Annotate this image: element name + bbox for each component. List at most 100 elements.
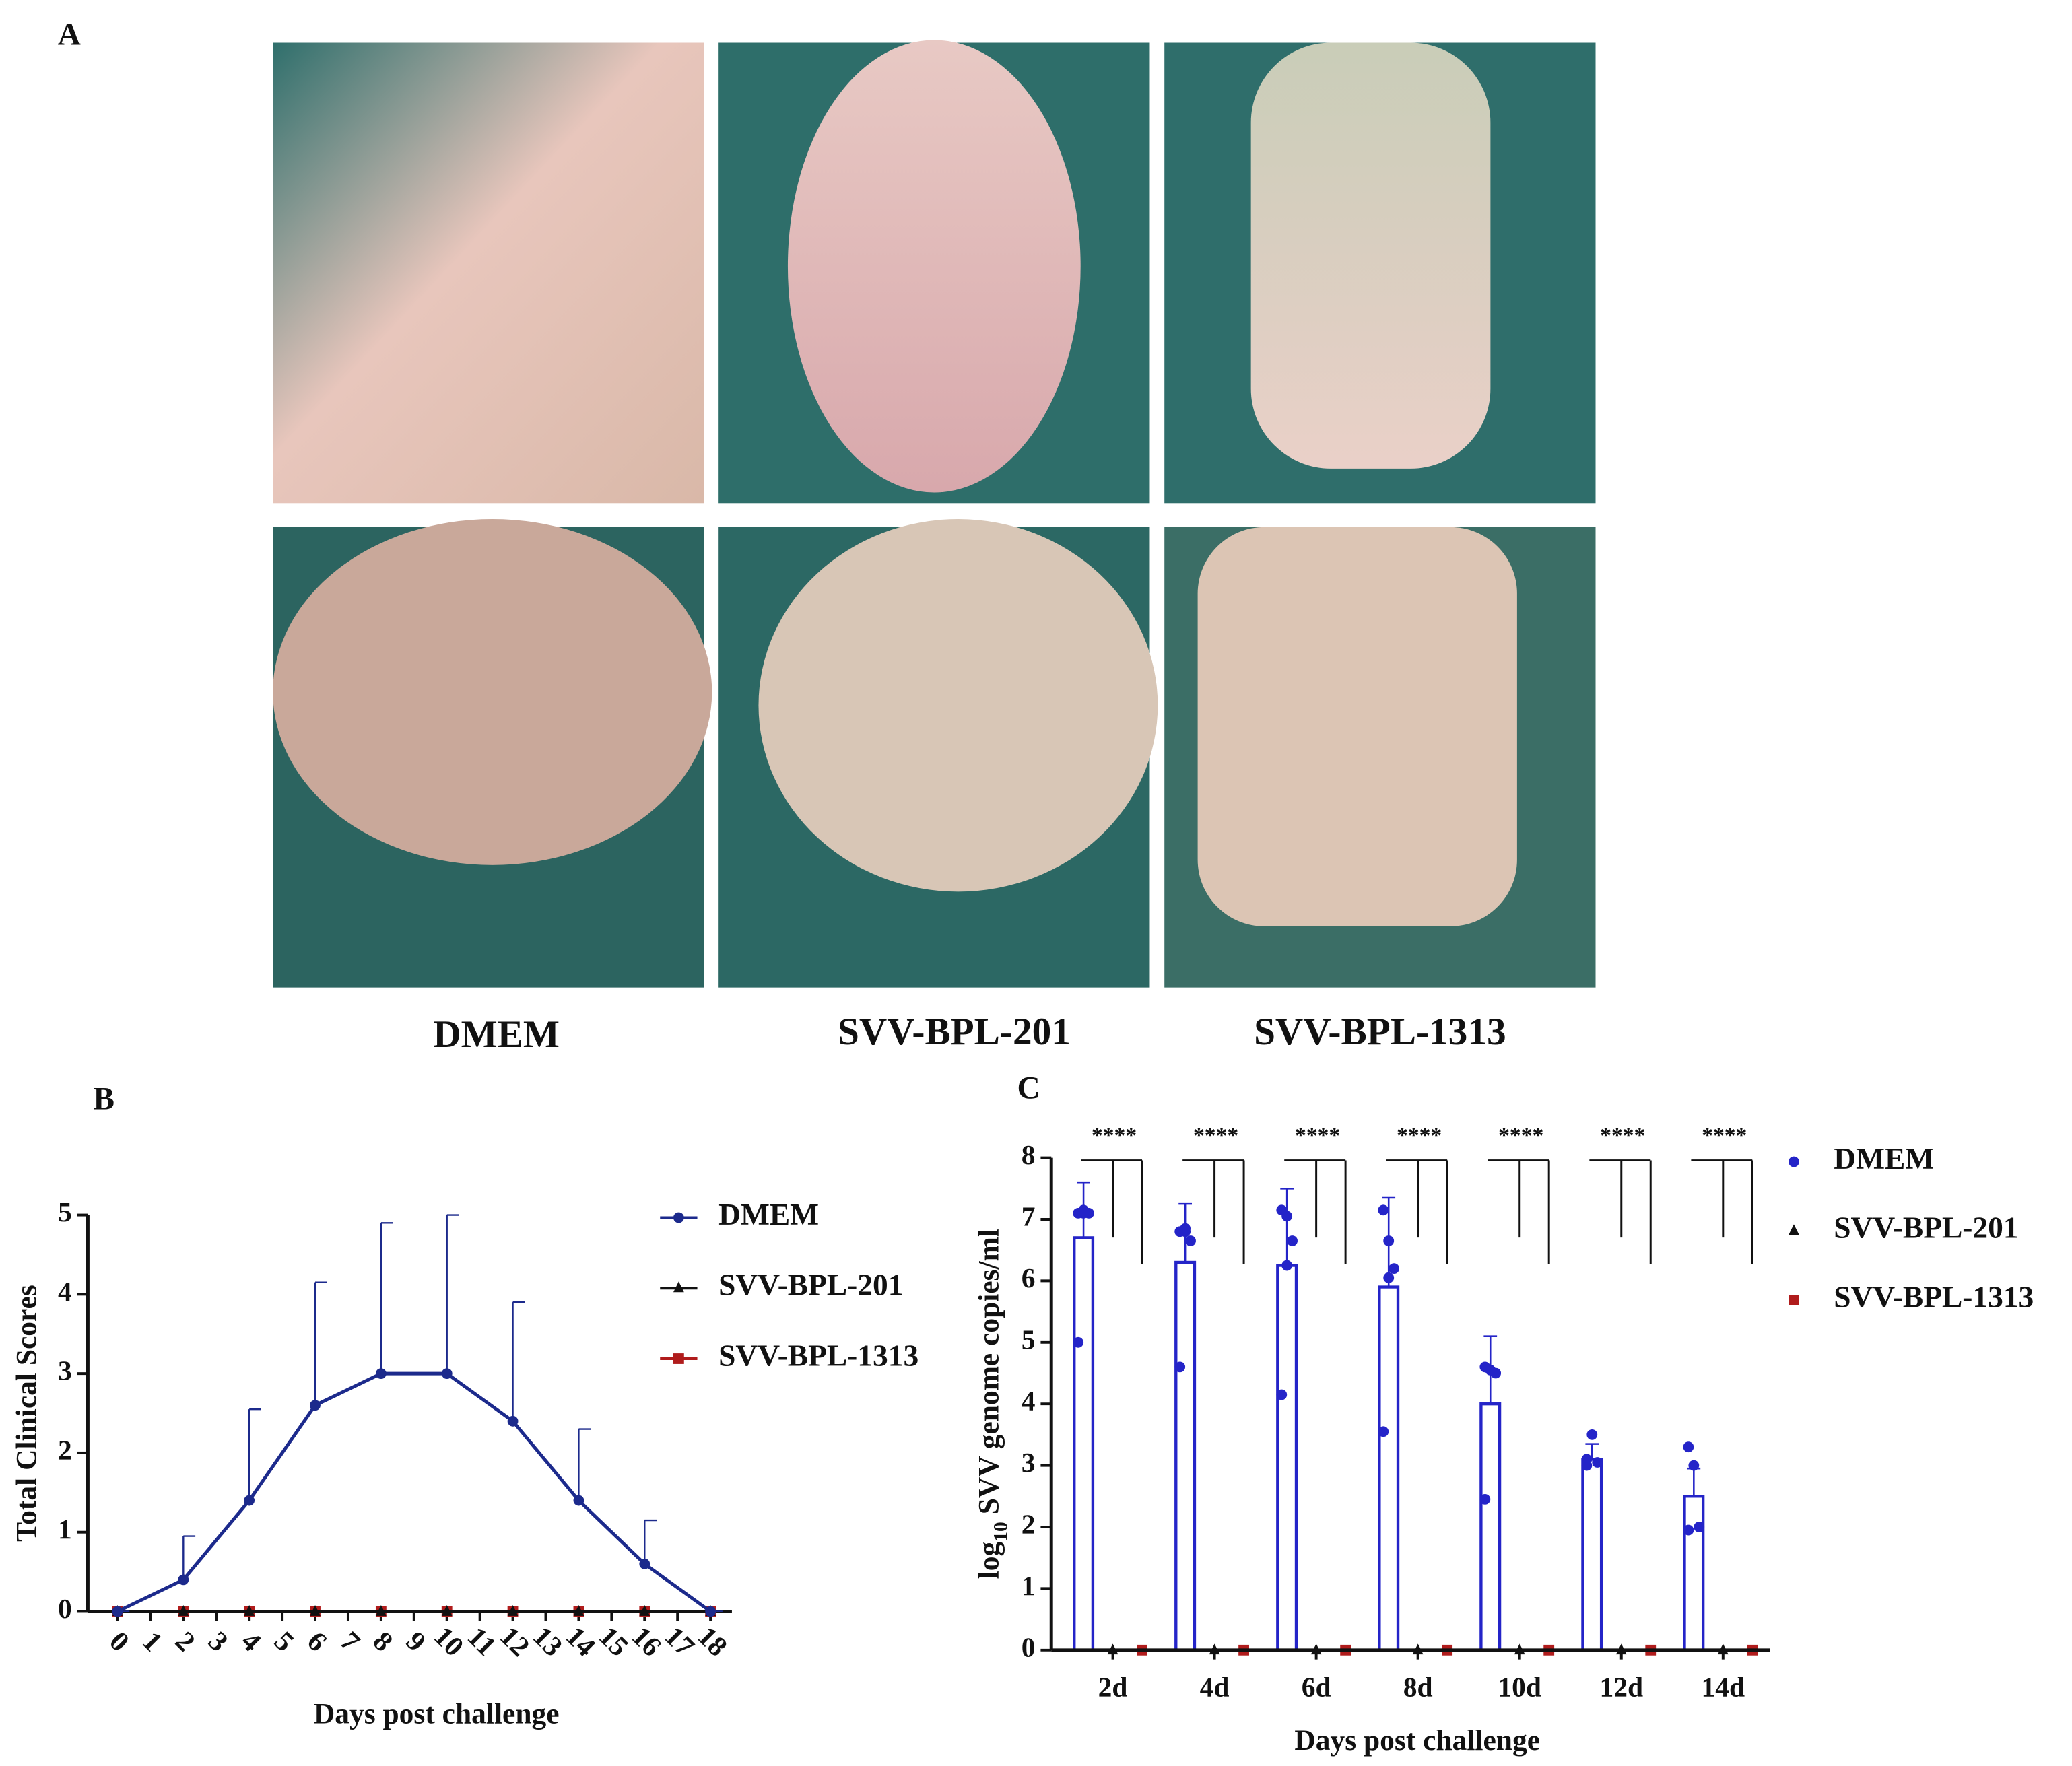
data-point: [1078, 1207, 1089, 1219]
bar: [1276, 1264, 1298, 1652]
panel-label: B: [93, 1081, 114, 1116]
significance-bracket: [1589, 1159, 1652, 1264]
marker: [639, 1558, 650, 1569]
data-point: [1180, 1226, 1191, 1237]
y-tick-label: 5: [1022, 1324, 1036, 1355]
marker: [112, 1606, 123, 1617]
marker: [178, 1574, 189, 1586]
x-tick-label: 10d: [1498, 1672, 1541, 1703]
data-point: [1287, 1235, 1298, 1246]
data-point: [1592, 1457, 1603, 1468]
y-tick-label: 7: [1022, 1201, 1036, 1232]
significance-label: ****: [1193, 1124, 1238, 1149]
legend-label: DMEM: [718, 1197, 819, 1231]
x-tick-label: 14d: [1702, 1672, 1745, 1703]
x-tick-label: 2: [170, 1625, 201, 1657]
x-tick-label: 3: [203, 1625, 234, 1657]
marker: [507, 1605, 519, 1616]
marker: [507, 1415, 519, 1427]
x-tick-label: 9: [400, 1625, 432, 1657]
x-tick-label: 7: [335, 1625, 366, 1657]
x-tick-label: 1: [137, 1625, 168, 1657]
y-tick-label: 2: [58, 1434, 72, 1465]
bar: [1378, 1285, 1400, 1652]
significance-label: ****: [1295, 1124, 1340, 1149]
x-tick-label: 4: [236, 1625, 267, 1657]
significance-bracket: [1691, 1159, 1753, 1264]
x-tick-label: 6d: [1302, 1672, 1331, 1703]
x-tick-label: 4d: [1200, 1672, 1230, 1703]
data-point: [1185, 1235, 1196, 1246]
series-line: [116, 1371, 712, 1613]
data-point: [1581, 1460, 1593, 1471]
data-point: [1378, 1426, 1389, 1437]
data-point: [1174, 1361, 1186, 1373]
x-tick-label: 0: [104, 1625, 135, 1657]
photo-detail: [1250, 42, 1491, 469]
y-axis-label: Total Clinical Scores: [10, 1285, 42, 1542]
x-tick-label: 2d: [1098, 1672, 1128, 1703]
marker: [178, 1605, 189, 1616]
data-point: [1281, 1211, 1293, 1222]
data-point: [1586, 1429, 1598, 1440]
panel-label: A: [58, 17, 81, 52]
panel-label: C: [1017, 1071, 1040, 1106]
y-tick-label: 1: [1022, 1570, 1036, 1601]
bar: [1479, 1402, 1502, 1652]
data-point: [1683, 1441, 1694, 1453]
data-point: [1383, 1235, 1395, 1246]
bar: [1073, 1236, 1095, 1652]
marker: [310, 1400, 321, 1411]
bar: [1683, 1495, 1705, 1652]
marker: [441, 1368, 453, 1380]
legend-marker: [1789, 1224, 1799, 1235]
marker: [375, 1605, 387, 1616]
y-tick-label: 0: [1022, 1631, 1036, 1662]
photo-caption: SVV-BPL-201: [838, 1011, 1071, 1053]
y-tick-label: 6: [1022, 1262, 1036, 1293]
significance-label: ****: [1397, 1124, 1442, 1149]
significance-bracket: [1081, 1159, 1143, 1264]
y-axis-label-part: log: [972, 1542, 1005, 1580]
data-point: [1490, 1367, 1502, 1379]
data-point: [1389, 1263, 1400, 1275]
marker: [573, 1605, 584, 1616]
data-point: [1378, 1204, 1389, 1216]
y-tick-label: 8: [1022, 1139, 1036, 1170]
photo: [273, 42, 704, 504]
data-point: [1688, 1460, 1700, 1471]
photo-detail: [787, 40, 1081, 493]
y-tick-label: 4: [1022, 1386, 1036, 1417]
x-axis-label: Days post challenge: [314, 1698, 560, 1730]
legend-marker: [673, 1353, 684, 1364]
data-point: [1683, 1524, 1694, 1536]
y-tick-label: 3: [1022, 1447, 1036, 1478]
legend-label: DMEM: [1834, 1141, 1934, 1176]
marker: [244, 1495, 255, 1506]
y-tick-label: 1: [58, 1514, 72, 1544]
y-tick-label: 4: [58, 1276, 72, 1307]
significance-label: ****: [1600, 1124, 1645, 1149]
marker: [705, 1606, 716, 1617]
significance-bracket: [1488, 1159, 1550, 1264]
photo-detail: [758, 518, 1158, 892]
marker: [310, 1605, 321, 1616]
legend-label: SVV-BPL-201: [1834, 1211, 2018, 1245]
x-tick-label: 5: [269, 1625, 300, 1657]
photo-detail: [273, 518, 712, 865]
y-tick-label: 3: [58, 1355, 72, 1386]
legend-label: SVV-BPL-201: [718, 1268, 903, 1302]
data-point: [1276, 1389, 1288, 1400]
marker: [441, 1605, 453, 1616]
x-axis-label: Days post challenge: [1294, 1724, 1540, 1757]
marker: [639, 1605, 650, 1616]
y-axis-label: log10 SVV genome copies/ml: [972, 1229, 1011, 1579]
data-point: [1073, 1336, 1084, 1348]
data-point: [1281, 1260, 1293, 1271]
data-point: [1694, 1522, 1705, 1532]
legend-marker: [1789, 1295, 1799, 1305]
photo-detail: [1197, 527, 1517, 926]
significance-label: ****: [1498, 1124, 1543, 1149]
y-tick-label: 0: [58, 1593, 72, 1624]
